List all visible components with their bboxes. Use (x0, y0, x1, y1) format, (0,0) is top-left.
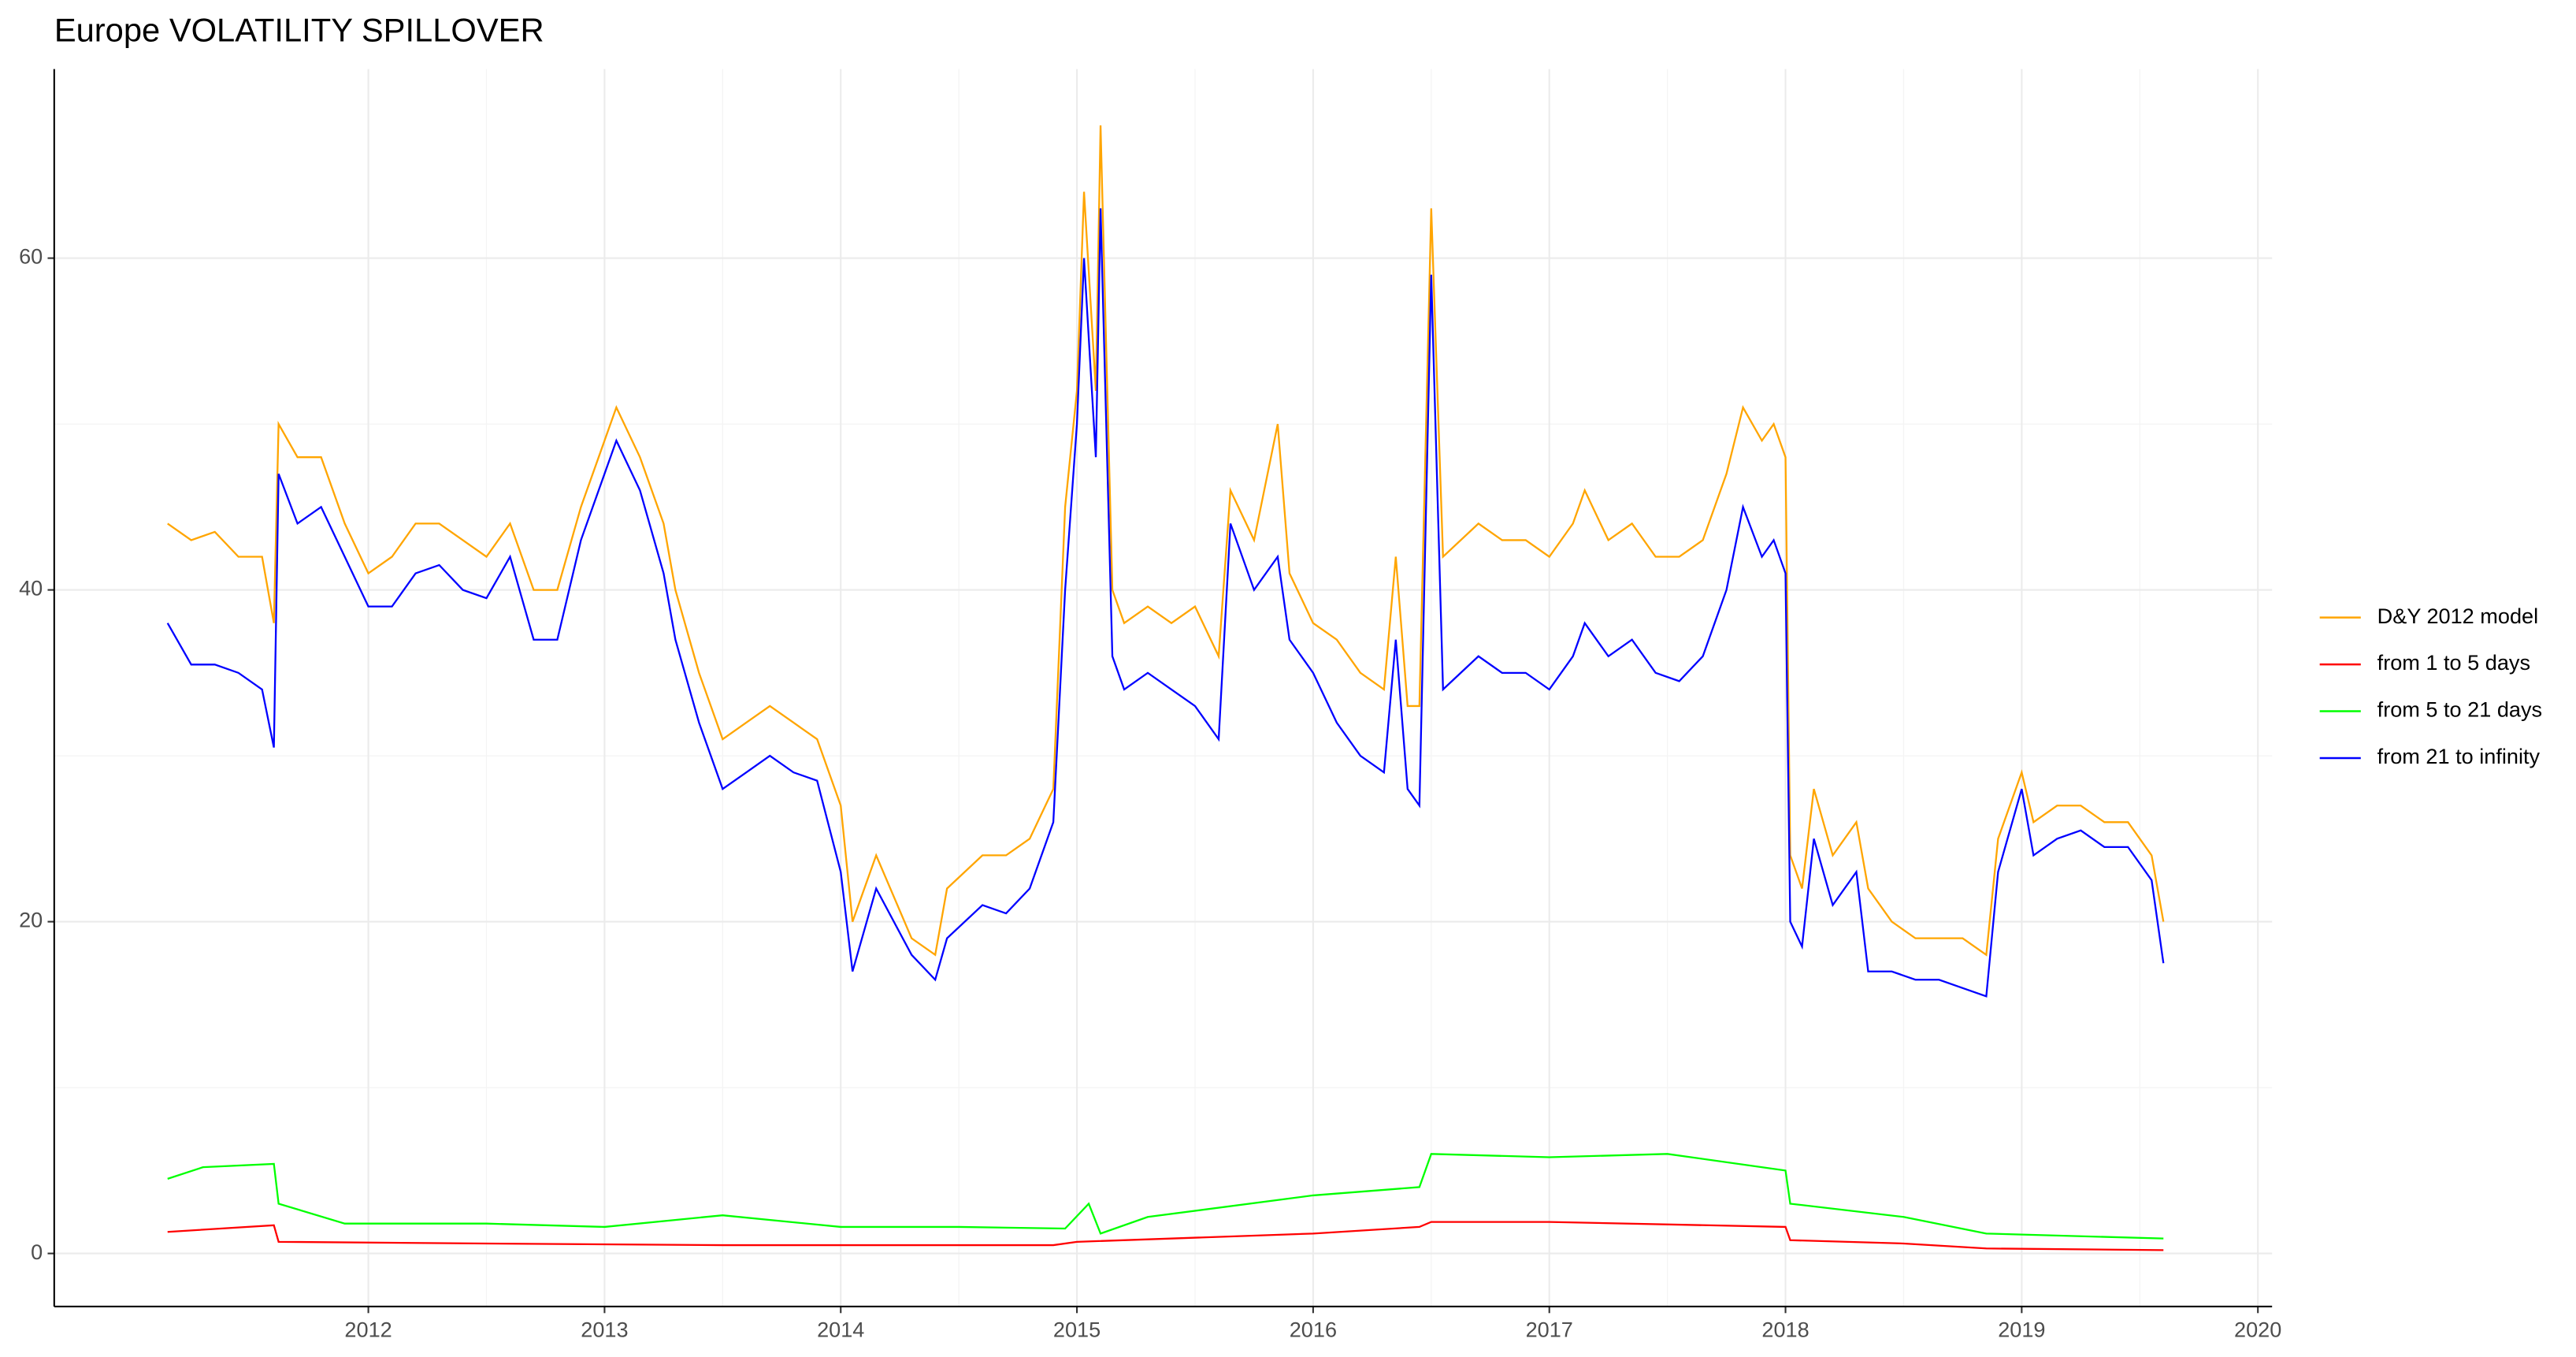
legend-label: from 21 to infinity (2377, 744, 2541, 768)
x-tick-label: 2018 (1761, 1317, 1809, 1341)
y-tick-label: 0 (31, 1240, 43, 1264)
series-line (167, 1221, 2164, 1251)
legend-label: from 1 to 5 days (2377, 650, 2530, 675)
y-tick-label: 40 (19, 576, 43, 600)
x-tick-label: 2020 (2234, 1317, 2281, 1341)
x-tick-label: 2013 (581, 1317, 628, 1341)
series-line (167, 125, 2165, 957)
chart-title: Europe VOLATILITY SPILLOVER (54, 12, 544, 49)
series-line (166, 208, 2165, 998)
legend-label: from 5 to 21 days (2377, 697, 2542, 722)
y-tick-label: 20 (19, 908, 43, 932)
x-tick-label: 2012 (344, 1317, 392, 1341)
x-tick-label: 2019 (1998, 1317, 2045, 1341)
series-line (167, 1153, 2164, 1240)
y-tick-label: 60 (19, 244, 43, 269)
x-tick-label: 2015 (1053, 1317, 1101, 1341)
x-tick-label: 2017 (1526, 1317, 1573, 1341)
x-tick-label: 2016 (1290, 1317, 1337, 1341)
legend-label: D&Y 2012 model (2377, 604, 2538, 628)
x-tick-label: 2014 (817, 1317, 864, 1341)
